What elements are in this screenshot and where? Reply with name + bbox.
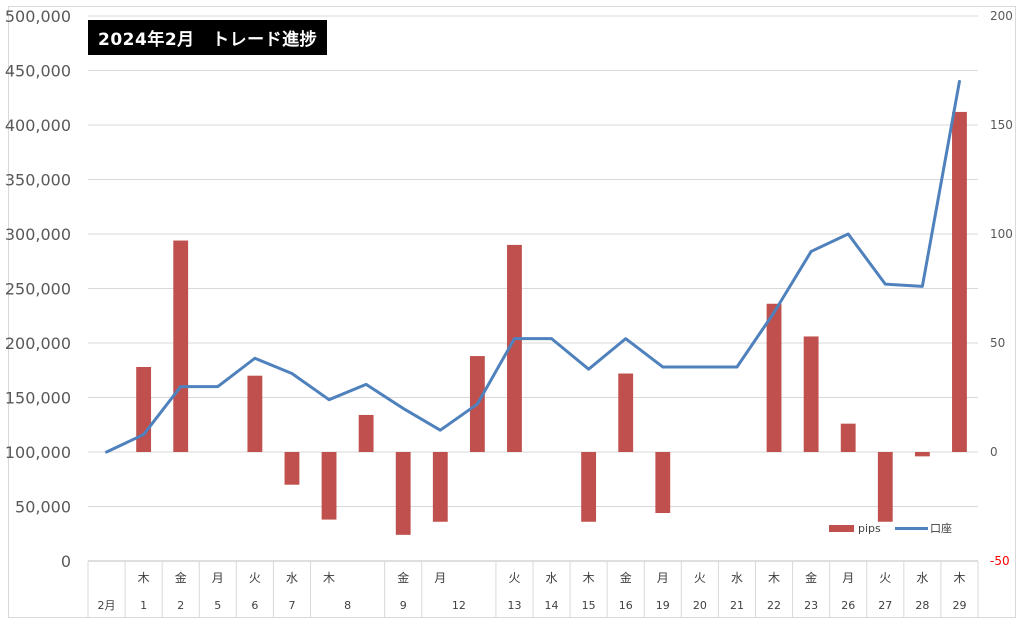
x-weekday-label: 水 (731, 571, 743, 585)
y-right-tick-label: 50 (990, 336, 1005, 350)
x-weekday-label: 月 (842, 571, 854, 585)
x-date-label: 15 (582, 599, 596, 612)
bar-pips (803, 336, 819, 452)
x-date-label: 23 (804, 599, 818, 612)
y-left-tick-label: 350,000 (5, 171, 71, 190)
x-date-label: 2月 (98, 599, 116, 612)
x-weekday-label: 木 (768, 571, 780, 585)
legend-label-account: 口座 (930, 521, 952, 535)
x-date-label: 26 (841, 599, 855, 612)
x-date-label: 16 (619, 599, 633, 612)
bar-pips (395, 452, 411, 535)
chart-title: 2024年2月 トレード進捗 (88, 20, 328, 55)
y-left-tick-label: 200,000 (5, 334, 71, 353)
bar-pips (284, 452, 300, 485)
x-date-label: 27 (878, 599, 892, 612)
bar-pips (507, 244, 522, 452)
bar-pips (136, 366, 152, 452)
bar-pips (914, 452, 930, 457)
bar-pips (432, 452, 448, 522)
y-left-tick-label: 50,000 (15, 498, 71, 517)
x-date-label: 12 (452, 599, 466, 612)
x-weekday-label: 金 (620, 570, 632, 585)
x-weekday-label: 金 (805, 570, 817, 585)
bar-pips (618, 373, 634, 452)
y-left-tick-label: 400,000 (5, 116, 71, 135)
bar-pips (952, 111, 967, 453)
x-date-label: 13 (507, 599, 521, 612)
x-weekday-label: 火 (249, 571, 261, 585)
y-right-tick-label: 0 (990, 445, 998, 459)
bar-pips (766, 303, 782, 452)
x-weekday-label: 木 (583, 571, 595, 585)
x-weekday-label: 月 (434, 571, 446, 585)
x-weekday-label: 金 (175, 570, 187, 585)
x-date-label: 29 (952, 599, 966, 612)
x-date-label: 7 (288, 599, 295, 612)
y-right-tick-label: 200 (990, 9, 1013, 23)
bar-pips (877, 452, 893, 522)
x-date-label: 2 (177, 599, 184, 612)
x-date-label: 8 (344, 599, 351, 612)
bar-pips (840, 423, 856, 452)
y-left-tick-label: 100,000 (5, 443, 71, 462)
y-left-tick-label: 450,000 (5, 62, 71, 81)
y-right-tick-label: 150 (990, 118, 1013, 132)
x-date-label: 6 (251, 599, 258, 612)
x-date-label: 22 (767, 599, 781, 612)
x-weekday-label: 木 (323, 571, 335, 585)
y-right-tick-label: -50 (990, 554, 1010, 568)
bar-pips (358, 414, 374, 452)
legend-swatch-pips (829, 525, 854, 532)
y-left-tick-label: 250,000 (5, 280, 71, 299)
x-weekday-label: 月 (657, 571, 669, 585)
x-weekday-label: 火 (694, 571, 706, 585)
y-right-tick-label: 100 (990, 227, 1013, 241)
line-account (105, 79, 961, 454)
bar-pips (655, 452, 671, 514)
x-date-label: 20 (693, 599, 707, 612)
y-left-tick-label: 500,000 (5, 7, 71, 26)
x-weekday-label: 水 (286, 571, 298, 585)
x-date-label: 9 (400, 599, 407, 612)
x-date-label: 1 (140, 599, 147, 612)
x-weekday-label: 金 (397, 570, 409, 585)
y-left-tick-label: 300,000 (5, 225, 71, 244)
x-weekday-label: 木 (953, 571, 965, 585)
x-date-label: 19 (656, 599, 670, 612)
bar-pips (173, 240, 189, 452)
x-weekday-label: 木 (138, 571, 150, 585)
legend-label-pips: pips (858, 522, 881, 535)
x-date-label: 21 (730, 599, 744, 612)
x-date-label: 14 (545, 599, 559, 612)
x-date-label: 5 (214, 599, 221, 612)
y-left-tick-label: 0 (61, 552, 71, 571)
bar-pips (321, 452, 337, 520)
x-weekday-label: 火 (508, 571, 520, 585)
x-date-label: 28 (915, 599, 929, 612)
x-weekday-label: 火 (879, 571, 891, 585)
bar-pips (581, 452, 597, 522)
x-weekday-label: 水 (916, 571, 928, 585)
y-left-tick-label: 150,000 (5, 389, 71, 408)
x-weekday-label: 月 (212, 571, 224, 585)
bar-pips (247, 375, 263, 452)
x-weekday-label: 水 (546, 571, 558, 585)
